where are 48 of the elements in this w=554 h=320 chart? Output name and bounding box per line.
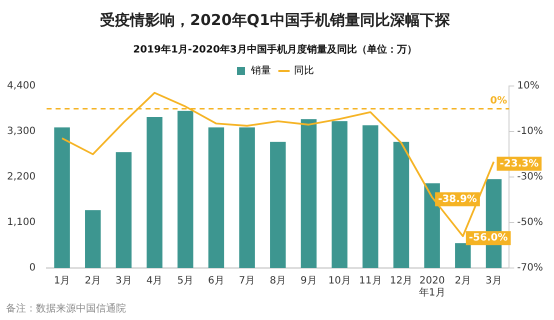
text: 备注：数据来源中国信通院 <box>6 302 126 315</box>
y2-tick-label: -10% <box>517 126 544 138</box>
x-tick-label: 10月 <box>328 276 351 287</box>
x-tick-label: 4月 <box>146 276 163 287</box>
y-tick-label: 1,100 <box>6 217 36 228</box>
y-tick-label: 3,300 <box>6 126 36 138</box>
y2-tick-label: -50% <box>517 217 544 228</box>
bar <box>455 243 471 268</box>
ref-line-label: 0% <box>490 95 508 106</box>
y2-tick-label: -70% <box>517 262 544 274</box>
x-tick-label: 9月 <box>300 276 317 287</box>
data-label: -38.9% <box>438 194 477 205</box>
y2-tick-label: 10% <box>517 80 540 92</box>
x-tick-label: 12月 <box>390 276 413 287</box>
data-label: -56.0% <box>468 232 508 244</box>
x-tick-label: 11月 <box>359 276 382 287</box>
bar <box>208 127 224 268</box>
bar <box>332 121 348 268</box>
data-label: -23.3% <box>500 158 539 170</box>
x-tick-label: 6月 <box>208 276 224 287</box>
y-tick-label: 2,200 <box>6 172 36 183</box>
bar <box>239 127 255 268</box>
x-tick-label: 5月 <box>177 276 194 287</box>
bar <box>178 110 194 268</box>
x-tick-label: 3月 <box>116 276 132 287</box>
bar <box>270 142 286 268</box>
x-tick-label: 2月 <box>454 276 472 287</box>
x-tick-label: 2020年1月 <box>418 276 446 299</box>
legend-label: 销量 <box>250 66 271 77</box>
bar <box>362 125 378 268</box>
y-tick-label: 4,400 <box>6 80 36 92</box>
legend-label: 同比 <box>294 64 314 77</box>
x-tick-label: 7月 <box>238 276 256 287</box>
y2-tick-label: -30% <box>517 172 544 183</box>
x-tick-label: 2月 <box>84 276 102 287</box>
bar <box>146 117 162 268</box>
bar <box>393 142 410 268</box>
chart-subtitle: 2019年1月-2020年3月中国手机月度销量及同比（单位：万） <box>133 44 417 56</box>
x-tick-label: 3月 <box>486 276 502 287</box>
x-tick-label: 1月 <box>54 276 70 287</box>
bar <box>54 127 70 268</box>
bar <box>300 119 317 268</box>
x-tick-label: 8月 <box>270 276 286 287</box>
y-tick-label: 0 <box>29 262 36 274</box>
chart-title: 受疫情影响，2020年Q1中国手机销量同比深幅下探 <box>99 10 451 29</box>
bar <box>424 183 440 268</box>
bar <box>85 210 101 268</box>
bar <box>116 152 132 268</box>
